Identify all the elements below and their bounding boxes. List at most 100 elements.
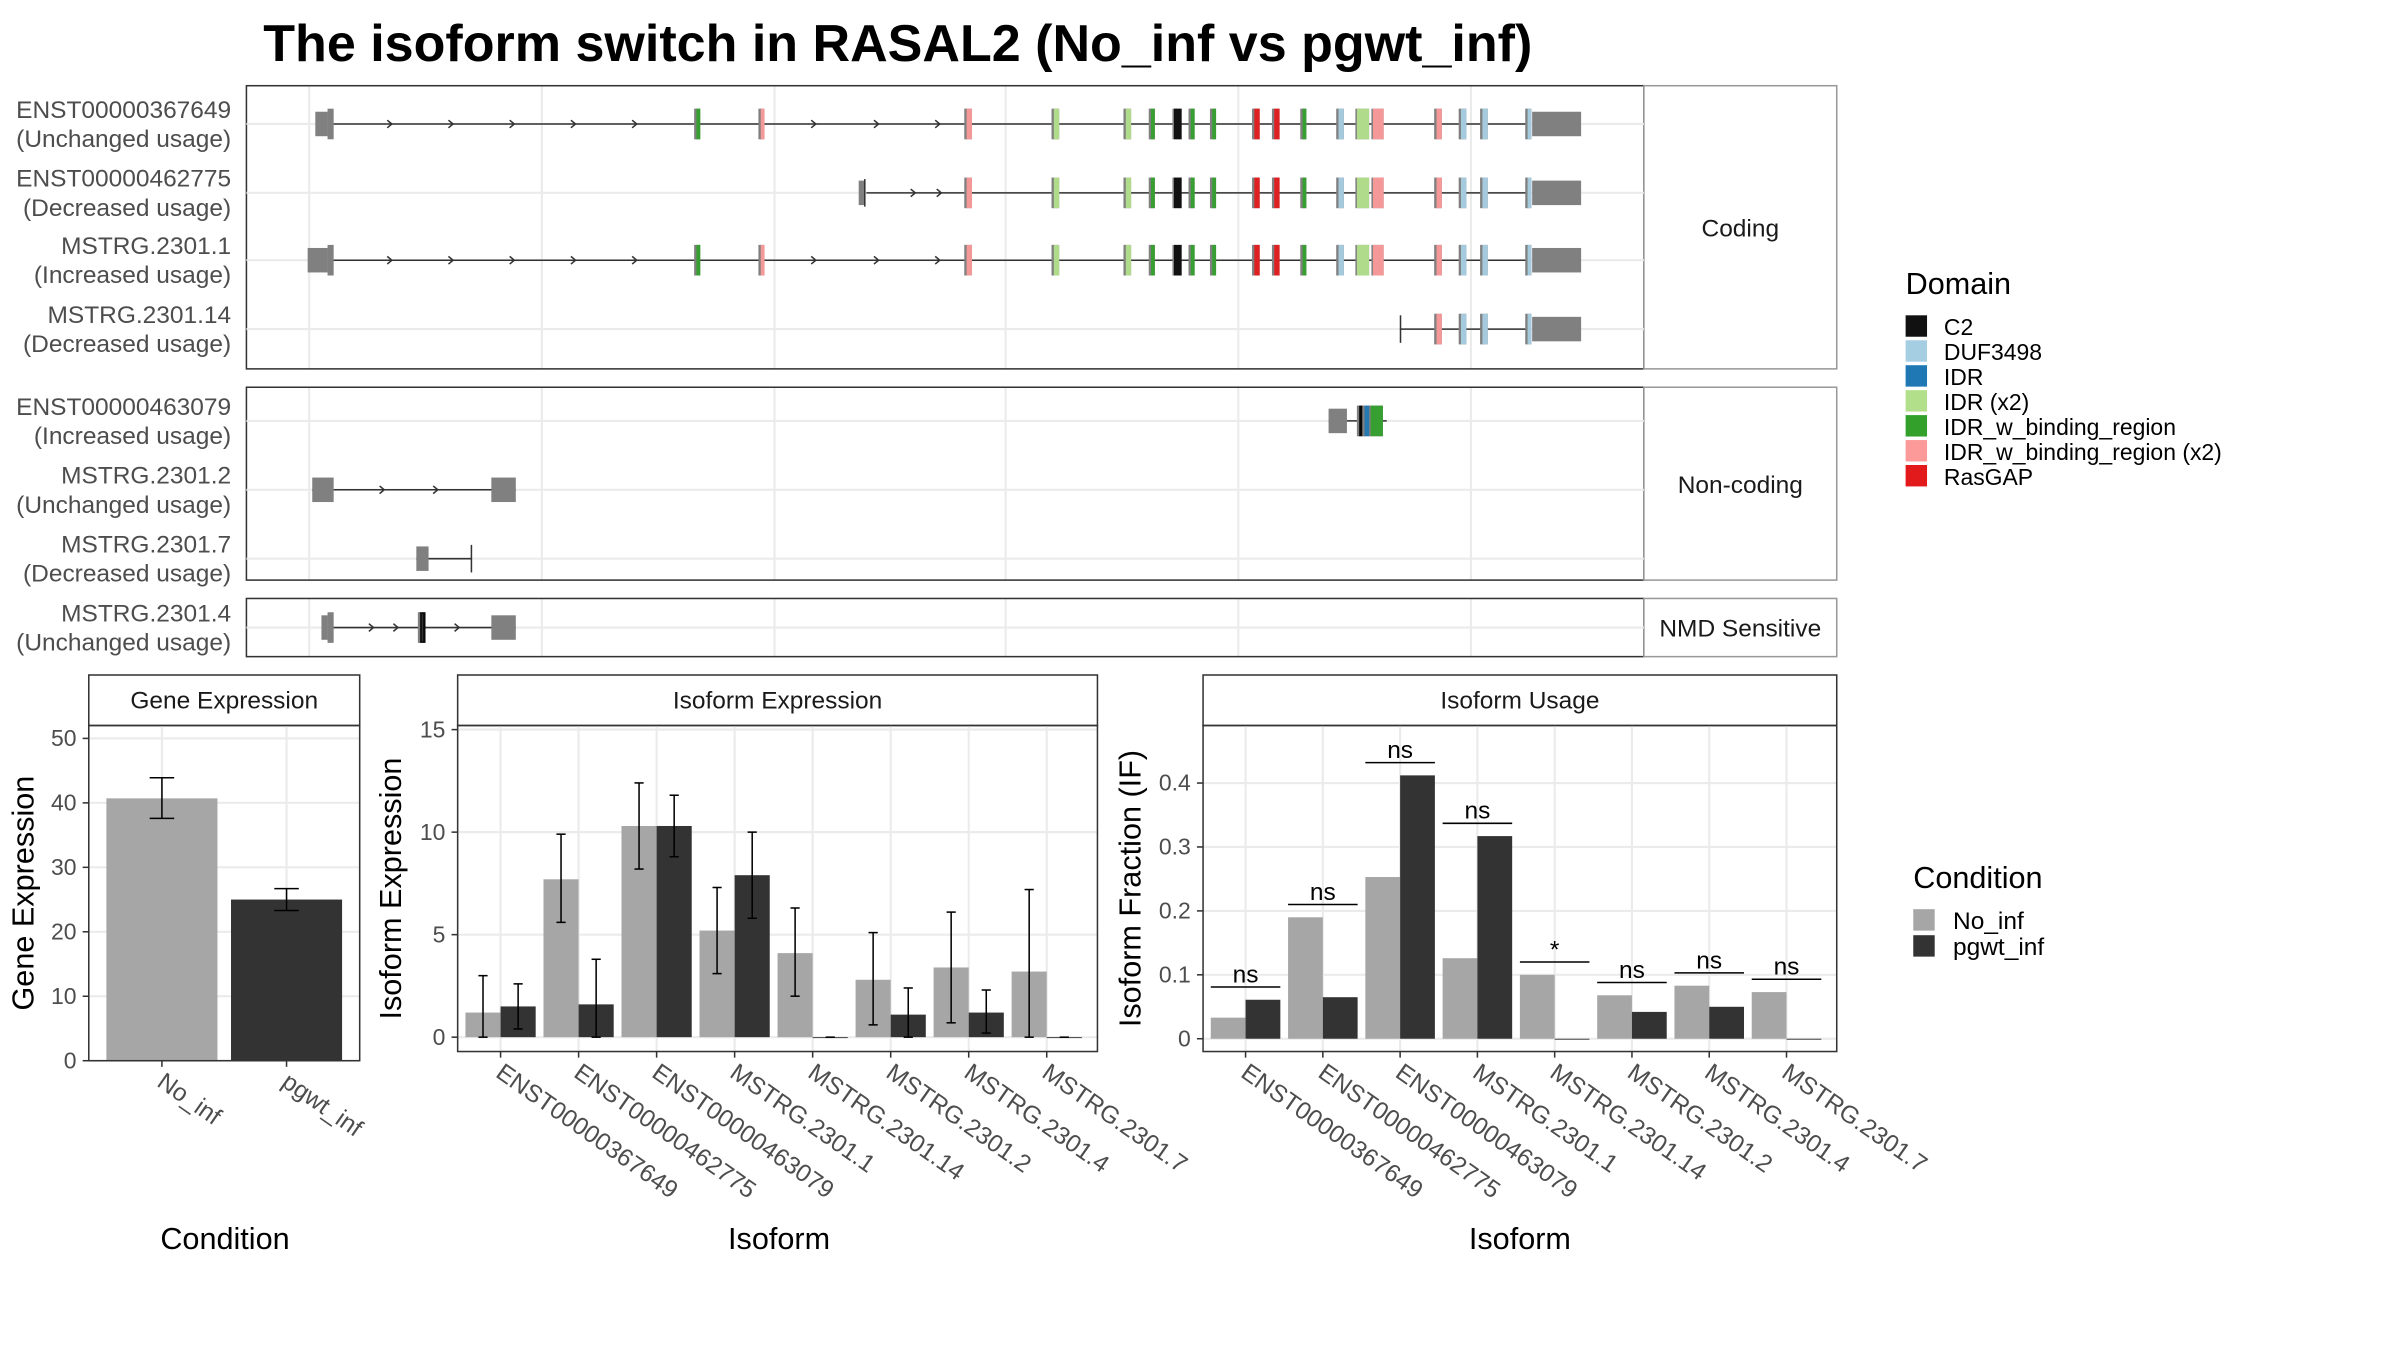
exon-edge [1271,244,1275,276]
domain-exon-segment [1190,108,1195,140]
exon-edge [1458,108,1461,140]
exon-edge [1336,108,1339,140]
domain-exon-segment [695,244,701,276]
condition-legend-label: No_inf [1953,908,2024,935]
y-axis-title: Isoform Fraction (IF) [1113,750,1147,1027]
bar-MSTRG.2301.2-No_inf [1597,995,1632,1039]
chart-panel-border [88,724,361,1062]
facet-strip-label: NMD Sensitive [1659,616,1821,643]
domain-exon-segment [1273,177,1280,209]
y-tick-label: 0.2 [1159,898,1191,924]
utr-exon [1532,316,1582,342]
bar-MSTRG.2301.14-pgwt_inf [1554,1038,1590,1040]
strand-arrow [509,255,516,265]
bar-MSTRG.2301.7-pgwt_inf [1786,1038,1822,1040]
strand-arrow [432,485,439,495]
domain-legend-key [1905,415,1928,437]
x-tick-label: No_inf [152,1068,226,1131]
domain-exon-segment [965,244,972,276]
transcript-id-label: MSTRG.2301.4 [61,600,231,627]
bar-ENST00000463079-No_inf [1365,877,1401,1039]
domain-exon-segment [1370,405,1383,437]
domain-exon-segment [1173,177,1182,209]
exon-edge [1458,313,1461,345]
transcript-structure [1328,405,1387,437]
bar-ENST00000463079-pgwt_inf [656,825,692,1038]
transcript-id-label: ENST00000462775 [16,166,231,193]
y-tick-label: 0 [433,1024,446,1050]
domain-exon-segment [965,108,972,140]
exon-edge [964,108,967,140]
strand-arrow [810,255,818,265]
y-tick-label: 0.3 [1159,834,1191,860]
strand-arrow [570,119,577,129]
exon-edge [694,108,697,140]
x-tick-label: pgwt_inf [277,1068,367,1143]
domain-exon-segment [1526,244,1532,276]
strand-arrow [631,119,638,129]
domain-exon-segment [1053,244,1060,276]
domain-exon-segment [1253,244,1260,276]
y-tick-label: 0 [1178,1025,1191,1051]
exon-edge [1525,244,1528,276]
domain-exon-segment [1211,244,1217,276]
transcript-id-label: MSTRG.2301.2 [61,463,231,490]
domain-exon-segment [695,108,701,140]
domain-exon-segment [1053,177,1060,209]
chart-title: Isoform Usage [1440,688,1599,715]
exon-edge [1209,177,1213,209]
strand-arrow [454,623,461,632]
exon-edge [1336,244,1339,276]
domain-exon-segment [1358,405,1364,437]
significance-label: ns [1619,957,1645,984]
bar-MSTRG.2301.7-No_inf [1751,992,1787,1039]
domain-legend-key [1905,340,1928,362]
y-axis-title: Gene Expression [7,776,41,1011]
y-tick-label: 40 [51,790,77,816]
exon-edge [1148,177,1152,209]
significance-label: ns [1696,947,1722,974]
strand-arrow [873,119,880,129]
domain-exon-segment [965,177,972,209]
facet-strip-2 [1643,597,1838,658]
domain-exon-segment [1356,244,1370,276]
domain-exon-segment [1190,177,1195,209]
exon-edge [964,177,967,209]
bar-MSTRG.2301.1-pgwt_inf [1477,836,1513,1039]
bar-MSTRG.2301.14-No_inf [1519,974,1555,1039]
domain-exon-segment [1481,108,1488,140]
transcript-structure-panel: Coding Non-coding NMD Sensitive ENST0000036… [16,84,1838,658]
exon-edge [1051,108,1054,140]
domain-exon-segment [1301,244,1307,276]
strand-arrow [936,188,943,198]
noncoding-exon [416,546,429,571]
exon-edge [1188,177,1191,209]
domain-legend-label: IDR (x2) [1944,389,2029,415]
domain-legend-title: Domain [1906,267,2011,301]
exon-edge [1148,244,1152,276]
exon-edge [1300,244,1303,276]
transcript-id-label: MSTRG.2301.1 [61,233,231,260]
exon-edge [1458,244,1461,276]
transcript-usage-label: (Decreased usage) [23,331,231,358]
domain-legend-label: IDR_w_binding_region [1944,414,2176,440]
transcript-structure [315,108,1582,140]
exon-edge [1209,244,1213,276]
transcript-usage-label: (Increased usage) [34,262,231,289]
exon-edge [1300,177,1303,209]
significance-label: * [1550,936,1560,963]
condition-legend-title: Condition [1913,861,2042,895]
cds-exon [327,612,334,643]
domain-exon-segment [1301,108,1307,140]
domain-exon-segment [1125,177,1132,209]
domain-exon-segment [1301,177,1307,209]
utr-exon [1532,180,1582,206]
x-axis-title: Condition [160,1222,289,1256]
domain-legend-label: IDR [1944,364,1984,390]
transcript-usage-label: (Decreased usage) [23,195,231,222]
chart-strip [1202,674,1838,727]
strand-arrow [810,119,818,129]
domain-exon-segment [1435,313,1442,345]
noncoding-exon [312,477,334,503]
domain-exon-segment [1125,108,1132,140]
